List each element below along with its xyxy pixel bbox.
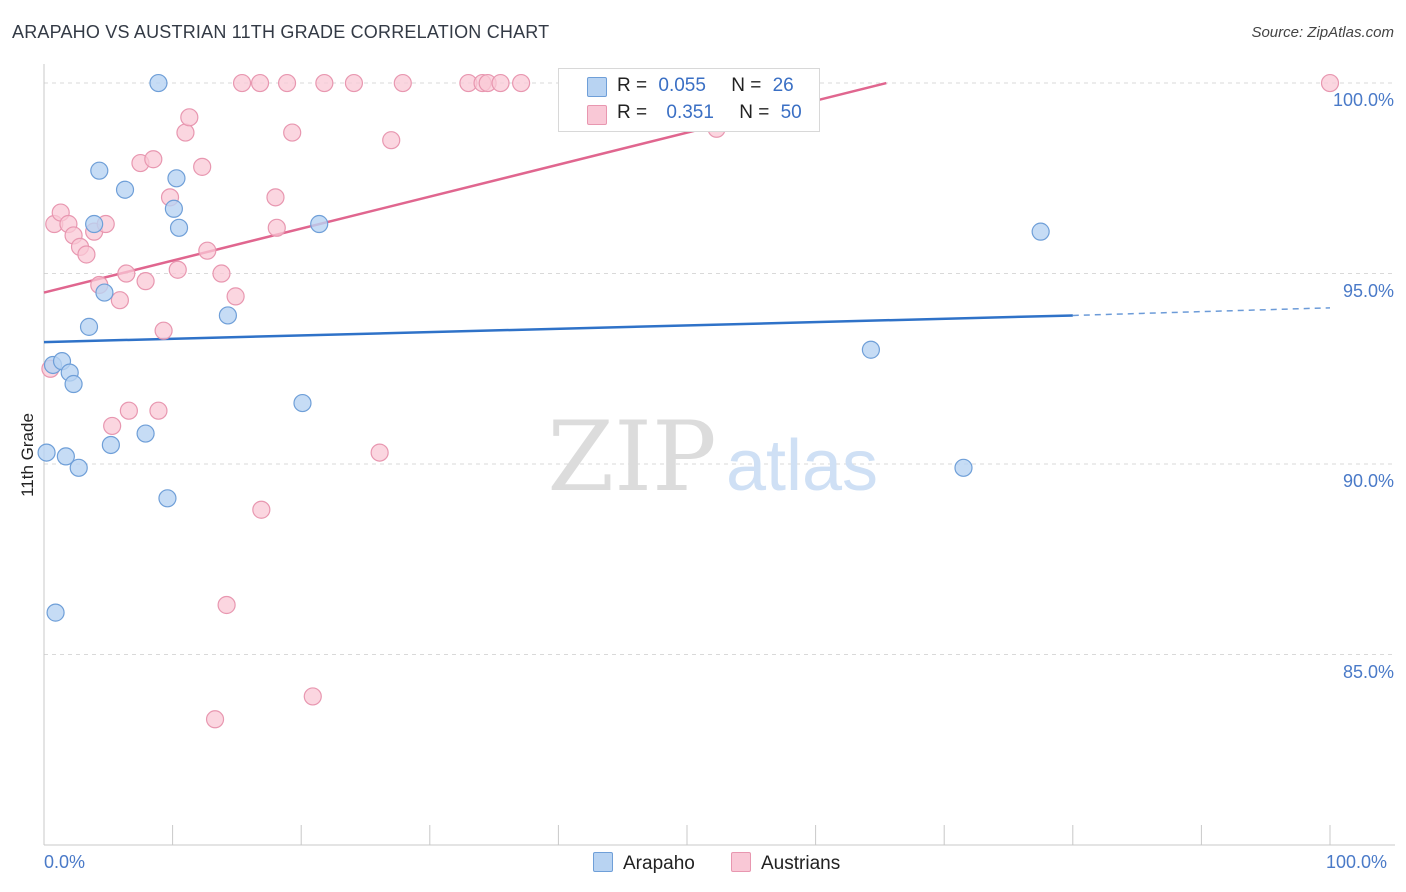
bottom-legend-label: Arapaho <box>623 853 695 874</box>
arapaho-point <box>293 393 312 413</box>
x-tick-label-min: 0.0% <box>44 852 86 872</box>
arapaho-point <box>1031 222 1050 241</box>
chart-title: ARAPAHO VS AUSTRIAN 11TH GRADE CORRELATI… <box>12 22 550 42</box>
arapaho-point <box>64 374 83 394</box>
arapaho-point <box>167 169 186 188</box>
austrians-point <box>144 150 163 169</box>
n-label: N = <box>739 102 770 123</box>
y-tick-label: 100.0% <box>1332 90 1394 111</box>
arapaho-point <box>56 447 75 466</box>
stats-legend: R = 0.055 N = 26 R = 0.351 N = 50 <box>558 68 820 132</box>
legend-swatch-austrians <box>587 105 607 125</box>
austrians-point <box>226 287 245 306</box>
arapaho-point <box>169 218 189 237</box>
n-label: N = <box>731 75 762 96</box>
legend-row-austrians: R = 0.351 N = 50 <box>617 102 802 124</box>
austrians-point <box>512 73 531 93</box>
austrians-point <box>217 595 236 615</box>
arapaho-point <box>85 214 104 234</box>
arapaho-point <box>115 180 135 199</box>
arapaho-point <box>95 283 114 302</box>
x-tick-label-max: 100.0% <box>1326 852 1388 872</box>
austrians-point <box>193 157 212 176</box>
arapaho-point <box>164 199 183 218</box>
austrians-point <box>315 73 334 93</box>
austrians-point <box>252 500 271 519</box>
austrians-point <box>110 291 129 310</box>
austrians-point <box>136 272 155 291</box>
arapaho-point <box>310 214 329 234</box>
arapaho-point <box>79 317 99 336</box>
r-label: R = <box>617 75 648 96</box>
austrians-point <box>154 321 173 340</box>
austrians-point <box>232 73 252 93</box>
bottom-swatch-arapaho <box>593 852 613 872</box>
arapaho-point <box>158 489 177 508</box>
austrians-point <box>250 73 270 93</box>
arapaho-point <box>149 73 168 93</box>
austrians-point <box>168 260 187 279</box>
bottom-swatch-austrians <box>731 852 751 872</box>
watermark-zip: ZIP <box>547 401 716 513</box>
austrians-point <box>180 108 199 127</box>
austrians-point <box>198 241 217 260</box>
austrians-point <box>103 416 122 436</box>
gridlines <box>44 82 1395 656</box>
arapaho-points <box>37 73 1050 622</box>
austrians-point <box>149 401 168 420</box>
arapaho-trend-line <box>43 314 1073 344</box>
austrians-point <box>277 73 297 93</box>
austrians-point <box>77 245 96 264</box>
arapaho-point <box>954 458 973 477</box>
austrians-point <box>212 264 231 283</box>
arapaho-point <box>218 306 237 325</box>
austrians-point <box>370 443 389 462</box>
arapaho-trend-extension <box>1072 307 1331 317</box>
austrians-point <box>393 73 412 93</box>
austrians-point <box>266 188 285 207</box>
arapaho-point <box>46 603 65 622</box>
arapaho-point <box>37 443 56 462</box>
austrians-point <box>205 710 225 729</box>
bottom-legend-arapaho: Arapaho <box>593 852 695 875</box>
y-tick-label: 90.0% <box>1342 471 1394 492</box>
axes <box>43 64 1395 846</box>
watermark-atlas: atlas <box>726 426 878 506</box>
bottom-legend-label: Austrians <box>761 853 841 874</box>
austrians-point <box>382 131 401 150</box>
austrians-point <box>267 218 286 237</box>
austrians-point <box>491 73 510 93</box>
y-tick-label: 85.0% <box>1342 661 1394 682</box>
austrians-point <box>176 123 195 142</box>
r-value: 0.351 <box>666 102 714 123</box>
austrians-point <box>283 123 302 142</box>
arapaho-point <box>136 424 155 443</box>
legend-swatch-arapaho <box>587 77 607 97</box>
bottom-legend-austrians: Austrians <box>731 852 840 875</box>
n-value: 50 <box>780 102 802 123</box>
austrians-point <box>119 401 138 420</box>
austrians-point <box>117 264 136 283</box>
n-value: 26 <box>772 75 794 96</box>
legend-row-arapaho: R = 0.055 N = 26 <box>617 75 794 97</box>
y-tick-label: 95.0% <box>1342 280 1394 301</box>
austrians-point <box>344 73 364 93</box>
arapaho-point <box>69 458 88 477</box>
r-label: R = <box>617 102 648 123</box>
arapaho-point <box>861 340 880 359</box>
r-value: 0.055 <box>658 75 706 96</box>
arapaho-point <box>90 161 109 180</box>
austrians-point <box>1320 73 1340 93</box>
arapaho-point <box>101 435 120 455</box>
austrians-point <box>303 687 322 706</box>
source-credit: Source: ZipAtlas.com <box>1251 24 1394 41</box>
